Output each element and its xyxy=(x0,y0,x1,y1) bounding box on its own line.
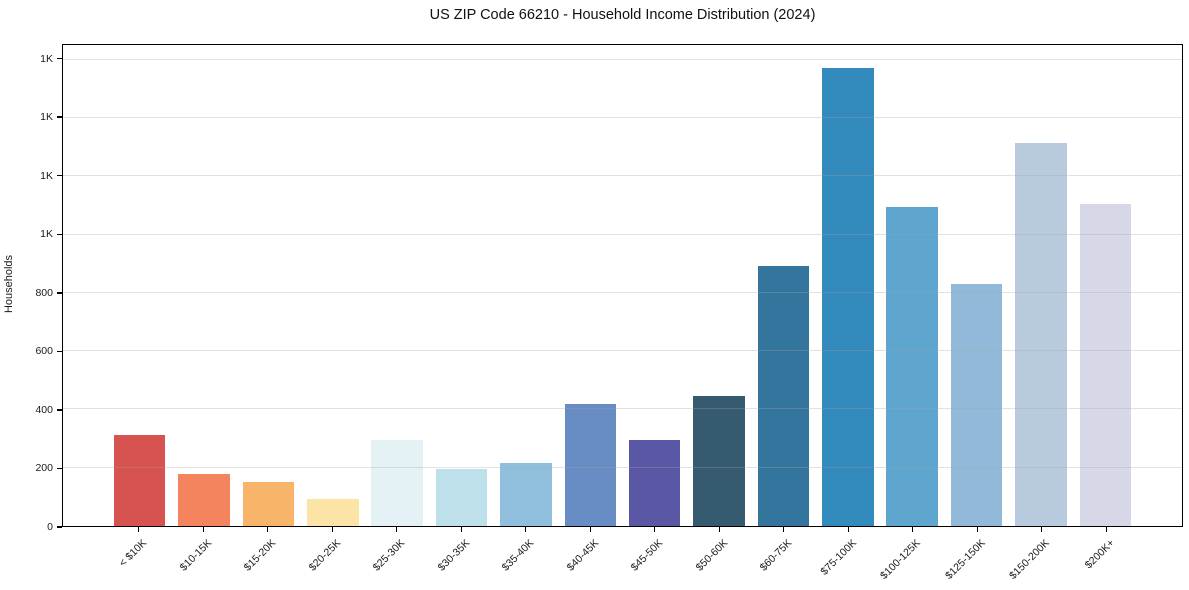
bar-$15-20K xyxy=(242,482,295,526)
x-tick-label-$25-30K: $25-30K xyxy=(370,537,408,574)
bar-$150-200K xyxy=(1015,142,1067,526)
gridline-y-1200 xyxy=(63,175,1182,177)
bar-< $10K xyxy=(113,435,166,526)
x-tick-label-$10-15K: $10-15K xyxy=(177,537,214,574)
bar-$60-75K xyxy=(757,265,810,526)
x-tick-label-$150-200K: $150-200K xyxy=(1007,537,1053,582)
x-tick-mark-$45-50K xyxy=(654,527,656,532)
y-tick-label-1400: 1K xyxy=(40,111,53,124)
x-tick-mark-$40-45K xyxy=(589,527,591,532)
y-tick-mark-600 xyxy=(57,350,62,353)
y-tick-mark-0 xyxy=(57,526,62,528)
plot-area xyxy=(62,44,1183,527)
x-tick-label-$15-20K: $15-20K xyxy=(241,537,279,574)
x-tick-mark-$125-150K xyxy=(976,527,978,532)
bar-$100-125K xyxy=(886,207,938,526)
gridline-y-800 xyxy=(63,291,1182,293)
y-tick-mark-1000 xyxy=(57,233,62,235)
x-tick-label-< $10K: < $10K xyxy=(117,537,150,570)
gridline-y-1000 xyxy=(63,233,1182,235)
y-tick-mark-1600 xyxy=(57,57,62,60)
x-tick-label-$20-25K: $20-25K xyxy=(306,537,343,574)
x-tick-mark-$100-125K xyxy=(912,527,914,532)
x-tick-mark-$20-25K xyxy=(331,527,333,532)
chart-title: US ZIP Code 66210 - Household Income Dis… xyxy=(429,7,816,23)
x-tick-label-$40-45K: $40-45K xyxy=(564,537,601,574)
x-tick-mark-$25-30K xyxy=(396,527,398,532)
y-axis-label: Households xyxy=(3,254,15,314)
gridline-y-600 xyxy=(63,350,1182,352)
x-tick-label-$45-50K: $45-50K xyxy=(628,537,666,574)
gridline-y-200 xyxy=(63,466,1182,468)
x-tick-mark-$60-75K xyxy=(783,527,785,532)
x-tick-mark-$15-20K xyxy=(267,527,269,532)
y-tick-label-1600: 1K xyxy=(40,52,53,65)
x-tick-mark-< $10K xyxy=(138,527,140,532)
bar-$40-45K xyxy=(564,403,617,526)
bar-$200K+ xyxy=(1079,203,1132,526)
bar-$30-35K xyxy=(435,468,488,526)
gridline-y-1600 xyxy=(63,58,1182,60)
y-tick-mark-1400 xyxy=(57,116,62,118)
y-tick-label-0: 0 xyxy=(47,521,53,533)
y-tick-mark-200 xyxy=(57,467,62,470)
x-tick-mark-$50-60K xyxy=(718,527,720,532)
x-tick-label-$30-35K: $30-35K xyxy=(435,537,472,574)
x-tick-mark-$35-40K xyxy=(525,527,527,532)
y-tick-label-200: 200 xyxy=(35,462,53,475)
x-tick-label-$125-150K: $125-150K xyxy=(942,537,988,582)
x-tick-label-$50-60K: $50-60K xyxy=(693,537,730,574)
bar-$25-30K xyxy=(371,440,423,526)
x-tick-label-$35-40K: $35-40K xyxy=(499,537,537,574)
y-tick-label-1000: 1K xyxy=(40,228,53,241)
y-tick-label-800: 800 xyxy=(35,286,53,299)
bar-$20-25K xyxy=(307,499,359,526)
y-tick-label-1200: 1K xyxy=(40,169,53,182)
bar-$50-60K xyxy=(693,396,745,526)
x-tick-mark-$30-35K xyxy=(460,527,462,532)
gridline-y-400 xyxy=(63,408,1182,410)
bar-$35-40K xyxy=(500,463,552,526)
y-tick-mark-800 xyxy=(57,292,62,294)
y-tick-mark-1200 xyxy=(57,175,62,177)
bar-$10-15K xyxy=(178,474,230,526)
bar-$125-150K xyxy=(950,284,1003,526)
x-tick-mark-$75-100K xyxy=(847,527,849,532)
y-tick-mark-400 xyxy=(57,409,62,411)
bar-$75-100K xyxy=(822,67,874,526)
x-tick-label-$200K+: $200K+ xyxy=(1082,537,1117,572)
x-tick-mark-$200K+ xyxy=(1105,527,1107,532)
gridline-y-1400 xyxy=(63,116,1182,118)
x-tick-mark-$10-15K xyxy=(202,527,204,532)
x-tick-label-$60-75K: $60-75K xyxy=(757,537,795,574)
bar-$45-50K xyxy=(628,440,681,526)
x-tick-label-$100-125K: $100-125K xyxy=(878,537,924,582)
y-tick-label-600: 600 xyxy=(35,345,53,358)
x-tick-label-$75-100K: $75-100K xyxy=(818,537,859,578)
y-tick-label-400: 400 xyxy=(35,403,53,416)
x-tick-mark-$150-200K xyxy=(1041,527,1043,532)
